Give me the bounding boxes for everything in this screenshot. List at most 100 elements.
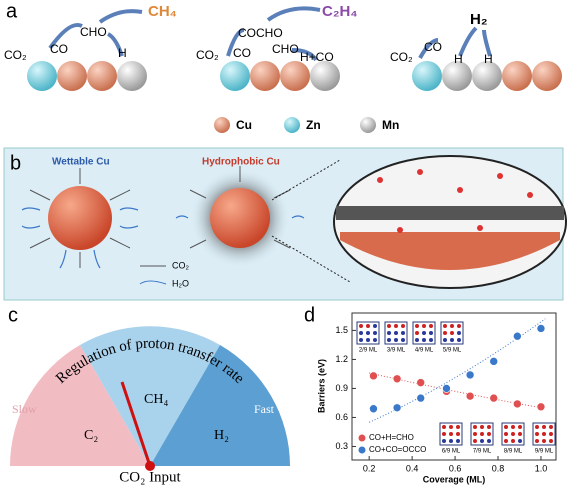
inset-site — [504, 425, 508, 429]
panel-a: a CO₂ CO CHO H CH₄ CO₂ CO COCHO CHO H+CO… — [4, 0, 562, 133]
panel-label: a — [6, 0, 18, 22]
x-tick-label: 0.6 — [449, 463, 462, 473]
y-tick-label: 1.5 — [335, 325, 348, 335]
sector-slow — [10, 345, 150, 466]
panel-d: d Coverage (ML) Barriers (eV) 0.3 0.6 0.9 1… — [304, 304, 557, 484]
co2-arrows — [29, 166, 291, 268]
y-axis-title: Barriers (eV) — [316, 359, 326, 413]
fast-label: Fast — [254, 402, 275, 416]
inset-site — [457, 324, 461, 328]
inset-site — [422, 324, 426, 328]
inset-site — [518, 432, 522, 436]
species: CO — [233, 46, 251, 60]
zoom-lines — [271, 159, 351, 283]
point — [369, 371, 378, 381]
panel-b: b Wettable Cu Hydrophobic Cu CO₂ H₂O — [3, 147, 567, 301]
sector-fast — [150, 345, 290, 466]
panel-label: d — [304, 304, 315, 326]
inset-site — [359, 324, 363, 328]
inset-site — [450, 331, 454, 335]
inset-site — [401, 338, 405, 342]
legend-marker — [358, 434, 366, 442]
inset-site — [359, 331, 363, 335]
inset-site — [415, 324, 419, 328]
inset-site — [373, 338, 377, 342]
needle — [120, 381, 152, 467]
inset-site — [549, 425, 553, 429]
particle — [48, 186, 112, 250]
species: CHO — [80, 25, 107, 39]
inset-label: 7/9 ML — [473, 449, 492, 455]
trend-curve — [369, 372, 542, 409]
inset-site — [394, 324, 398, 328]
point — [489, 357, 499, 366]
inset-site — [511, 439, 515, 443]
inset-label: 3/9 ML — [387, 348, 406, 354]
arrows — [48, 6, 492, 62]
species: CO — [50, 42, 68, 56]
point — [465, 391, 475, 401]
inset-site — [456, 432, 460, 436]
inset-site — [473, 432, 477, 436]
inset-label: 5/9 ML — [443, 348, 462, 354]
inset-site — [373, 324, 377, 328]
region-label: H₂ — [214, 428, 229, 443]
x-axis-title: Coverage (ML) — [423, 474, 486, 484]
inset-site — [504, 439, 508, 443]
inset-site — [401, 324, 405, 328]
point — [392, 374, 402, 384]
legend-label: CO₂ — [172, 260, 190, 270]
slow-label: Slow — [12, 402, 37, 416]
inset-site — [429, 331, 433, 335]
inset-label: 9/9 ML — [535, 449, 554, 455]
x-tick-label: 1.0 — [535, 463, 548, 473]
inset-site — [480, 432, 484, 436]
product: CH₄ — [148, 3, 177, 20]
inset-site — [394, 331, 398, 335]
inset-site — [422, 331, 426, 335]
point — [416, 393, 426, 403]
water-arrows — [21, 207, 305, 269]
species: H — [118, 46, 127, 60]
y-tick-label: 0.3 — [335, 441, 348, 451]
inset-site — [457, 331, 461, 335]
inset-label: 6/9 ML — [442, 449, 461, 455]
panel-subtitle: Hydrophobic Cu — [202, 157, 280, 168]
y-tick-label: 1.2 — [335, 354, 348, 364]
molecules — [377, 169, 533, 233]
inset-label: 8/9 ML — [504, 449, 523, 455]
inset-site — [442, 439, 446, 443]
plot-frame — [351, 312, 557, 461]
inset-site — [518, 439, 522, 443]
species: CO — [424, 40, 442, 54]
species: CO₂ — [4, 48, 27, 62]
point — [489, 393, 499, 403]
inset-site — [387, 331, 391, 335]
inset-site — [429, 324, 433, 328]
point — [536, 402, 546, 412]
inset-site — [366, 324, 370, 328]
x-tick-label: 0.2 — [363, 463, 376, 473]
inset-site — [429, 338, 433, 342]
particle — [210, 188, 270, 248]
product: H₂ — [470, 11, 488, 28]
panel-label: b — [10, 152, 21, 174]
inset-site — [415, 331, 419, 335]
inset-site — [549, 432, 553, 436]
panel-subtitle: Wettable Cu — [52, 157, 110, 168]
species: CO₂ — [196, 48, 219, 62]
inset-site — [511, 432, 515, 436]
species: CO₂ — [390, 50, 413, 64]
species: CHO — [272, 42, 299, 56]
inset-site — [542, 439, 546, 443]
legend-label: CO+H=CHO — [369, 433, 414, 442]
region-label: CH₄ — [144, 392, 168, 407]
inset-site — [422, 338, 426, 342]
inset-site — [449, 432, 453, 436]
x-tick-label: 0.4 — [406, 463, 419, 473]
inset-site — [443, 331, 447, 335]
inset-site — [456, 439, 460, 443]
inset-site — [457, 338, 461, 342]
point — [369, 404, 378, 414]
